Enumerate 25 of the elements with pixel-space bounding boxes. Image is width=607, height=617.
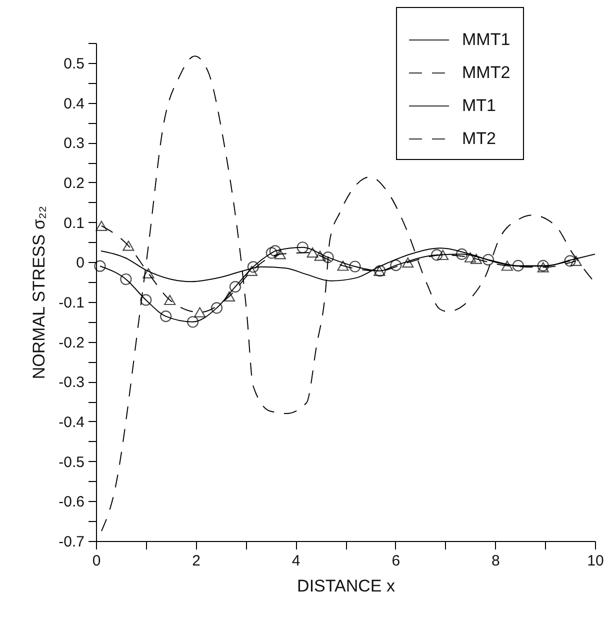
y-axis-title: NORMAL STRESS σ₂₂	[30, 206, 49, 380]
y-tick-label: -0.6	[58, 494, 84, 511]
y-tick-label: 0.4	[64, 95, 84, 112]
y-tick-label: -0.5	[58, 454, 84, 471]
y-tick-label: -0.3	[58, 374, 84, 392]
y-tick-label: -0.4	[58, 414, 84, 431]
x-axis-title: DISTANCE x	[297, 576, 396, 596]
y-tick-label: 0.5	[64, 55, 84, 72]
legend-label: MMT2	[462, 63, 510, 82]
y-tick-label: 0	[76, 254, 84, 272]
y-tick-label: -0.2	[58, 334, 84, 352]
x-tick-label: 4	[292, 552, 300, 570]
y-tick-label: 0.2	[64, 174, 84, 192]
legend-label: MT1	[462, 96, 496, 115]
x-tick-label: 6	[392, 552, 400, 570]
legend-label: MMT1	[462, 30, 510, 49]
x-tick-label: 8	[492, 552, 500, 570]
x-tick-label: 10	[587, 552, 604, 570]
x-tick-label: 0	[92, 552, 101, 570]
y-tick-label: 0.3	[64, 135, 84, 152]
x-tick-label: 2	[192, 552, 200, 570]
y-tick-label: -0.1	[58, 294, 84, 312]
y-tick-label: -0.7	[58, 534, 84, 550]
legend-label: MT2	[462, 129, 496, 148]
y-tick-label: 0.1	[64, 214, 84, 232]
